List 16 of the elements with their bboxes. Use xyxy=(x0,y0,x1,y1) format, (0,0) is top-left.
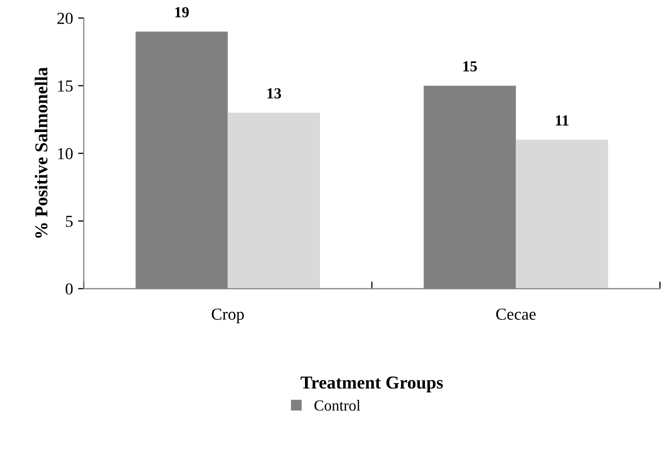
data-label: 15 xyxy=(463,61,477,72)
bar xyxy=(228,112,320,289)
data-label: 11 xyxy=(556,115,568,126)
x-tick-label: Crop xyxy=(212,308,244,324)
y-tick-label: 20 xyxy=(57,12,73,24)
legend-label: Control xyxy=(314,400,360,411)
data-label: 19 xyxy=(175,7,189,18)
y-tick-label: 5 xyxy=(66,216,73,227)
y-tick-label: 10 xyxy=(58,148,73,160)
y-tick-label: 15 xyxy=(58,80,73,92)
x-tick-label: Cecae xyxy=(496,308,536,320)
y-tick-label: 0 xyxy=(66,283,73,295)
x-axis-title: Treatment Groups xyxy=(300,376,443,392)
y-axis-title: % Positive Salmonella xyxy=(34,67,48,238)
bar xyxy=(516,140,608,289)
data-label: 13 xyxy=(267,88,282,99)
